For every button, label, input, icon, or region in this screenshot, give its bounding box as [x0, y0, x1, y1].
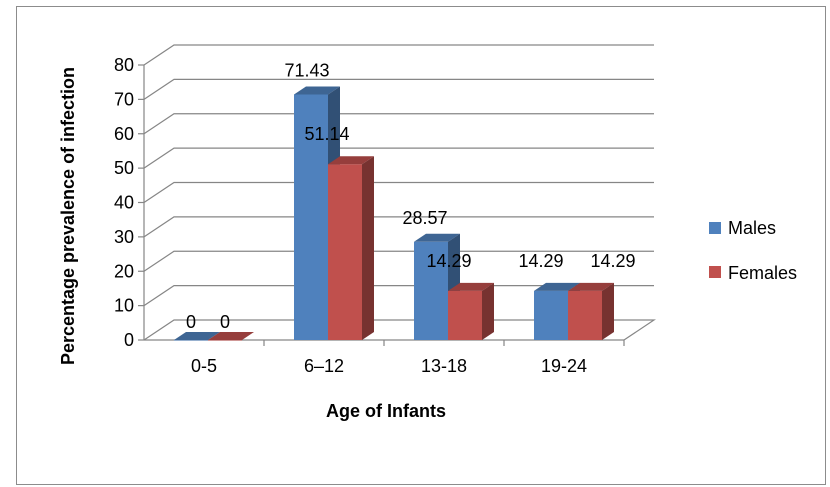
x-tick-label: 13-18 — [421, 356, 467, 376]
bar-side — [602, 282, 614, 340]
bar-top — [208, 332, 254, 340]
x-tick-label: 0-5 — [191, 356, 217, 376]
bar-females — [328, 156, 374, 340]
bar-top — [568, 282, 614, 291]
gridline — [143, 147, 654, 169]
gridline — [143, 113, 654, 135]
bar-front — [448, 290, 482, 340]
x-tick-label: 6–12 — [304, 356, 344, 376]
gridline — [143, 181, 654, 203]
data-label: 0 — [186, 312, 196, 332]
y-tick-label: 0 — [124, 330, 134, 350]
data-label: 28.57 — [402, 208, 447, 228]
y-tick-label: 10 — [114, 296, 134, 316]
bar-females — [568, 282, 614, 340]
bar-side — [482, 282, 494, 340]
tick-labels: 0 10 20 30 40 50 60 70 80 0-5 6–12 13-18 19-24 — [114, 55, 587, 376]
bar-side — [362, 156, 374, 340]
x-axis-title: Age of Infants — [326, 401, 446, 421]
bar-front — [208, 340, 242, 341]
bar-top — [294, 86, 340, 95]
data-label: 14.29 — [426, 251, 471, 271]
data-label: 71.43 — [284, 60, 329, 80]
gridline — [143, 216, 654, 238]
bar-front — [568, 290, 602, 340]
gridline — [143, 44, 654, 66]
y-tick-label: 70 — [114, 89, 134, 109]
legend: Males Females — [709, 218, 797, 283]
legend-label-females: Females — [728, 263, 797, 283]
data-label: 0 — [220, 312, 230, 332]
bar-top — [448, 282, 494, 291]
bar-females — [448, 282, 494, 340]
y-tick-label: 20 — [114, 261, 134, 281]
gridlines — [143, 44, 656, 341]
data-label: 14.29 — [518, 251, 563, 271]
x-tick-label: 19-24 — [541, 356, 587, 376]
bar-top — [174, 332, 220, 340]
bar-top — [328, 156, 374, 165]
bar-females — [208, 332, 254, 341]
bar-top — [414, 233, 460, 242]
gridline — [143, 78, 654, 100]
bar-front — [414, 241, 448, 340]
y-tick-label: 40 — [114, 193, 134, 213]
bar-front — [174, 340, 208, 341]
bar-top — [534, 282, 580, 291]
y-tick-label: 60 — [114, 124, 134, 144]
y-axis-title: Percentage prevalence of infection — [58, 67, 78, 365]
bar-males — [174, 332, 220, 341]
bar-front — [534, 290, 568, 340]
y-tick-label: 80 — [114, 55, 134, 75]
gridline — [143, 250, 654, 272]
data-labels: 0 0 71.43 51.14 28.57 14.29 14.29 14.29 — [186, 60, 636, 332]
y-tick-label: 30 — [114, 227, 134, 247]
data-label: 51.14 — [304, 124, 349, 144]
legend-label-males: Males — [728, 218, 776, 238]
legend-swatch-males — [709, 222, 721, 234]
bar-front — [294, 94, 328, 340]
legend-swatch-females — [709, 266, 721, 278]
bars — [174, 86, 614, 341]
bar-front — [328, 164, 362, 340]
y-tick-label: 50 — [114, 158, 134, 178]
data-label: 14.29 — [590, 251, 635, 271]
